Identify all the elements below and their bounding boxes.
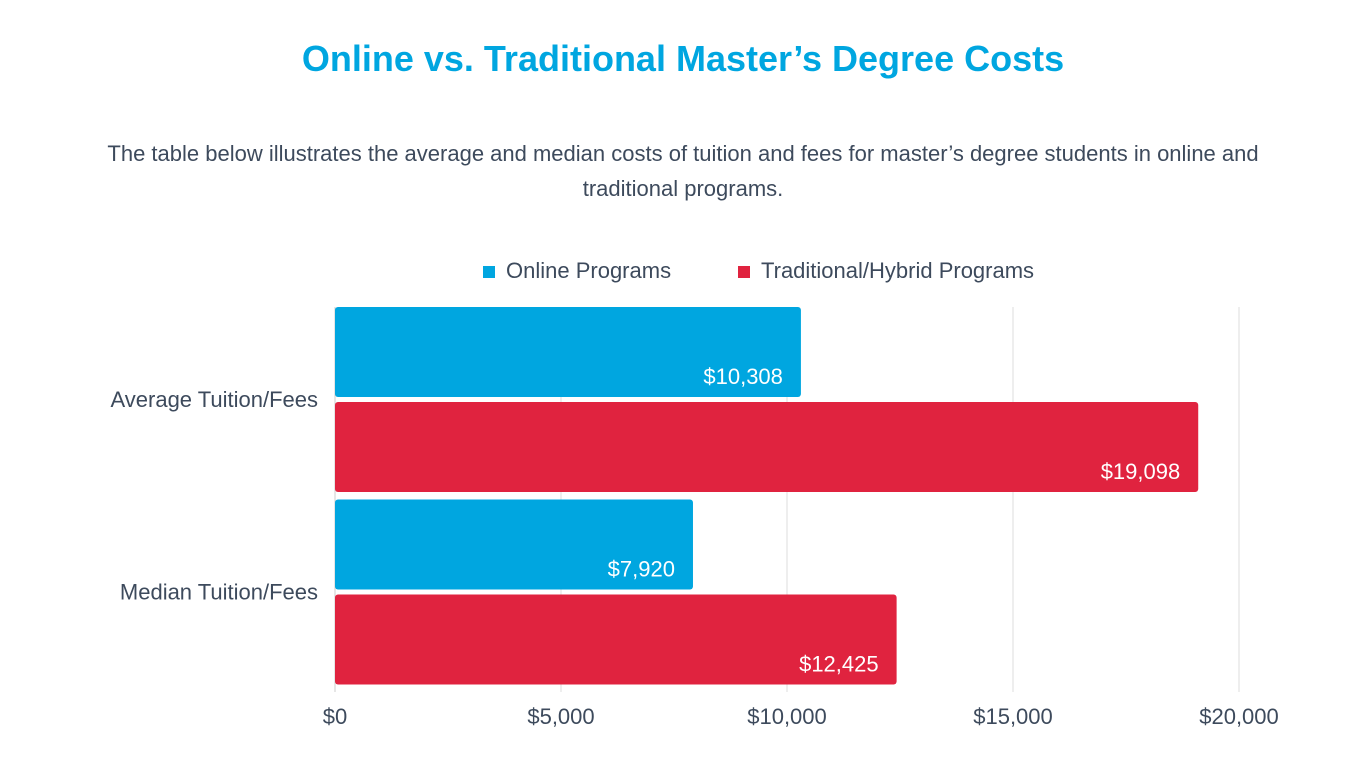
chart-subtitle: The table below illustrates the average … [107, 141, 1259, 201]
value-label: $12,425 [799, 651, 879, 676]
y-tick-label: Median Tuition/Fees [120, 580, 318, 605]
value-label: $19,098 [1101, 459, 1181, 484]
x-tick-label: $15,000 [973, 704, 1053, 729]
y-tick-label: Average Tuition/Fees [111, 387, 319, 412]
value-label: $7,920 [608, 556, 675, 581]
x-tick-label: $5,000 [527, 704, 594, 729]
bar [335, 307, 801, 397]
legend-label: Traditional/Hybrid Programs [761, 258, 1034, 283]
legend-swatch [483, 266, 495, 278]
bar [335, 499, 693, 590]
value-label: $10,308 [703, 364, 783, 389]
x-tick-label: $10,000 [747, 704, 827, 729]
x-tick-label: $0 [323, 704, 347, 729]
bar [335, 594, 897, 685]
legend-label: Online Programs [506, 258, 671, 283]
bar [335, 402, 1199, 492]
x-tick-label: $20,000 [1199, 704, 1279, 729]
legend-swatch [738, 266, 750, 278]
chart-title: Online vs. Traditional Master’s Degree C… [301, 38, 1065, 79]
